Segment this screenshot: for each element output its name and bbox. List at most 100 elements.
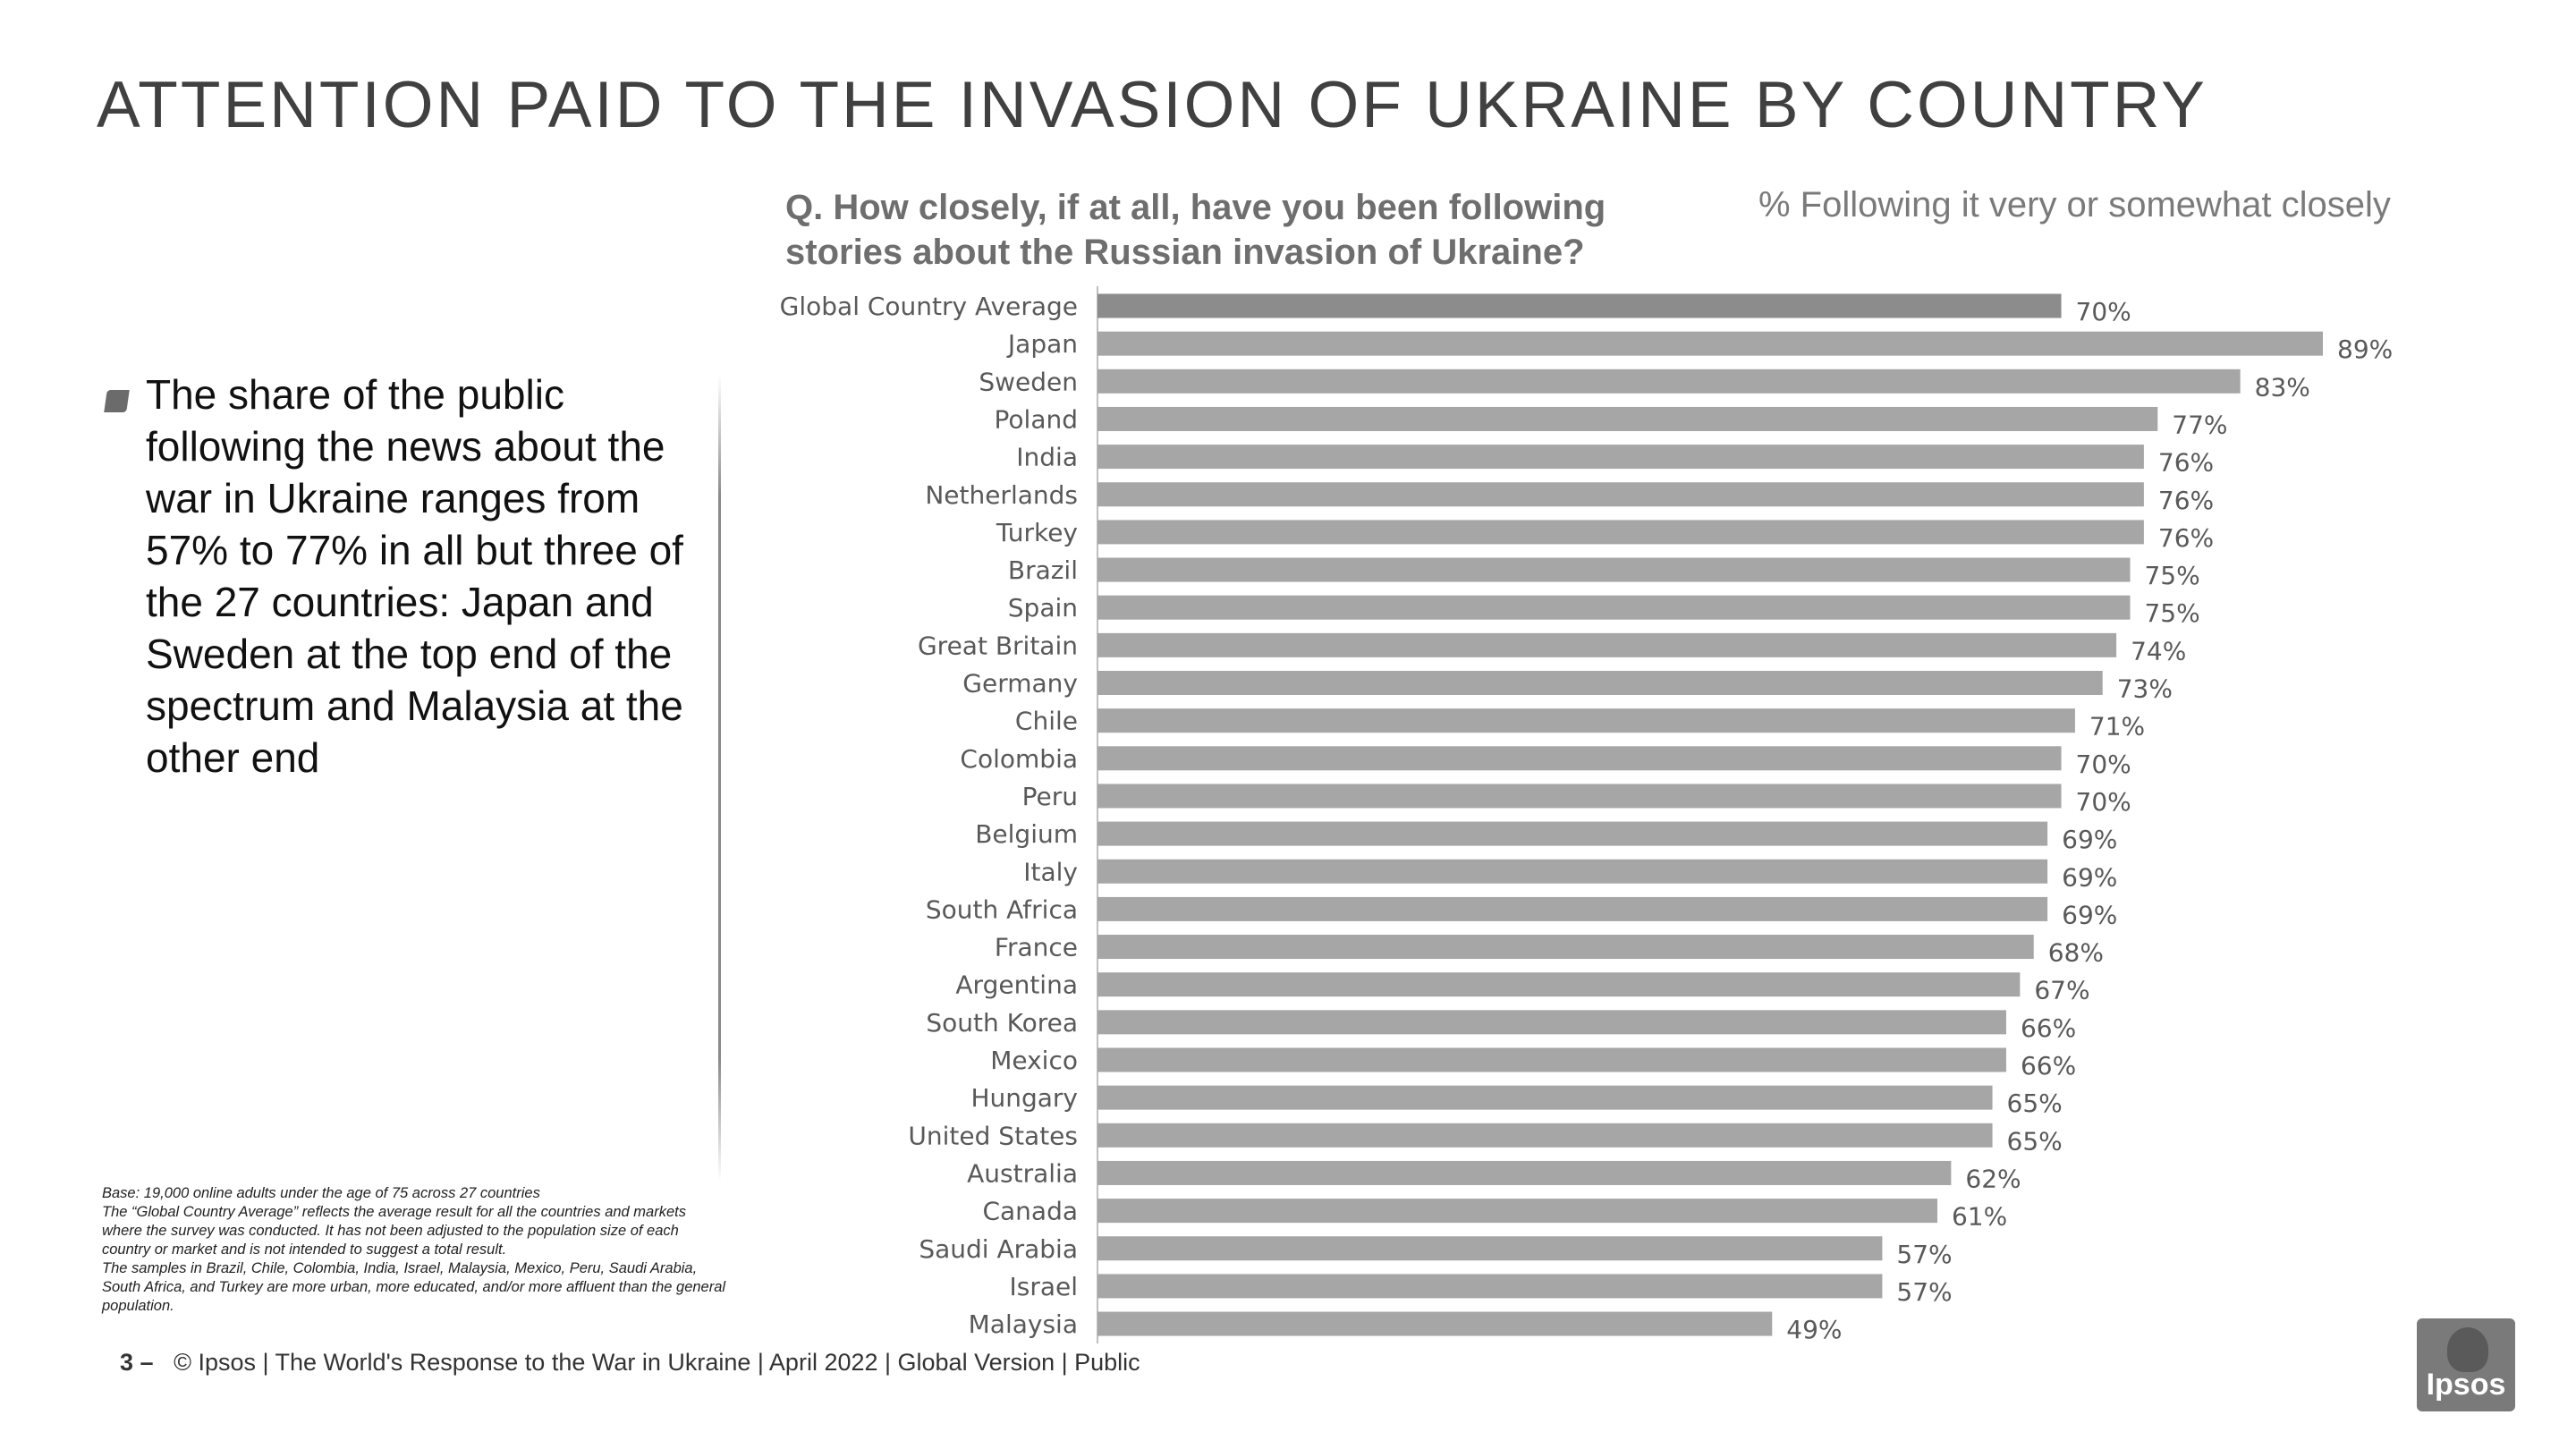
bar [1097, 595, 2131, 620]
value-label: 76% [2158, 523, 2214, 553]
footer-text: © Ipsos | The World's Response to the Wa… [174, 1349, 1140, 1376]
bar [1097, 1047, 2006, 1072]
page-title: ATTENTION PAID TO THE INVASION OF UKRAIN… [97, 69, 2207, 141]
category-label: South Africa [926, 894, 1078, 924]
bar [1097, 671, 2103, 695]
value-label: 65% [2007, 1126, 2063, 1156]
value-label: 66% [2021, 1013, 2076, 1043]
bar [1097, 935, 2034, 960]
bar [1097, 1274, 1883, 1299]
logo-globe-icon [2447, 1327, 2488, 1372]
footnote: Base: 19,000 online adults under the age… [102, 1184, 728, 1316]
category-label: Mexico [990, 1046, 1078, 1075]
value-label: 73% [2117, 674, 2173, 704]
value-label: 83% [2255, 372, 2310, 402]
bar [1097, 369, 2241, 394]
category-label: Poland [995, 404, 1078, 434]
bar [1097, 1311, 1773, 1336]
value-label: 71% [2089, 712, 2145, 741]
value-label: 75% [2144, 598, 2199, 628]
bar [1097, 746, 2062, 771]
bar [1097, 445, 2144, 470]
logo-wordmark: Ipsos [2426, 1368, 2506, 1402]
value-label: 76% [2158, 486, 2214, 515]
bar [1097, 821, 2048, 846]
bar [1097, 1199, 1937, 1224]
bar [1097, 293, 2062, 318]
category-label: Italy [1023, 857, 1078, 886]
category-label: Spain [1008, 593, 1078, 623]
value-label: 77% [2172, 410, 2227, 439]
footnote-average: The “Global Country Average” reflects th… [102, 1204, 686, 1258]
category-label: Chile [1015, 707, 1078, 736]
bar [1097, 632, 2117, 657]
bar [1097, 784, 2062, 809]
footnote-samples: The samples in Brazil, Chile, Colombia, … [102, 1260, 726, 1314]
bar [1097, 331, 2323, 356]
value-label: 69% [2062, 862, 2117, 892]
value-label: 67% [2034, 976, 2089, 1005]
bar [1097, 1085, 1993, 1110]
category-label: South Korea [926, 1008, 1078, 1038]
value-label: 70% [2076, 750, 2131, 779]
bar [1097, 406, 2158, 431]
page-number: 3 – [120, 1349, 154, 1376]
category-label: Sweden [979, 367, 1078, 396]
bar [1097, 972, 2021, 997]
category-label: Belgium [975, 819, 1078, 849]
category-label: Hungary [970, 1083, 1078, 1113]
value-label: 75% [2144, 561, 2199, 590]
category-label: Israel [1009, 1272, 1078, 1301]
category-label: Canada [982, 1197, 1078, 1226]
value-label: 49% [1786, 1315, 1842, 1344]
footer: 3 – © Ipsos | The World's Response to th… [120, 1349, 1140, 1377]
value-label: 57% [1896, 1277, 1952, 1307]
bar [1097, 859, 2048, 884]
bar [1097, 1123, 1993, 1148]
value-label: 65% [2007, 1089, 2063, 1118]
footnote-base: Base: 19,000 online adults under the age… [102, 1185, 540, 1201]
bar [1097, 557, 2131, 582]
bar [1097, 520, 2144, 545]
category-label: India [1016, 443, 1078, 472]
bar [1097, 1236, 1883, 1261]
value-label: 70% [2076, 297, 2131, 326]
category-label: Germany [962, 669, 1078, 699]
category-label: France [995, 933, 1078, 962]
value-label: 66% [2021, 1051, 2076, 1080]
bar [1097, 708, 2075, 733]
category-label: Malaysia [969, 1309, 1078, 1339]
divider [718, 376, 721, 1181]
category-label: Turkey [996, 518, 1078, 547]
category-label: Japan [1006, 329, 1078, 359]
ipsos-logo: Ipsos [2417, 1318, 2515, 1411]
value-label: 89% [2337, 335, 2393, 364]
category-label: United States [908, 1121, 1078, 1150]
value-label: 61% [1952, 1202, 2007, 1232]
category-label: Argentina [955, 970, 1078, 1000]
value-label: 74% [2131, 636, 2186, 665]
bar [1097, 1010, 2006, 1035]
value-label: 62% [1965, 1164, 2021, 1193]
category-label: Great Britain [918, 631, 1078, 660]
category-label: Netherlands [925, 480, 1078, 510]
value-label: 69% [2062, 825, 2117, 854]
category-label: Australia [967, 1158, 1078, 1188]
category-label: Brazil [1008, 555, 1078, 585]
value-label: 68% [2048, 938, 2104, 968]
bar [1097, 482, 2144, 507]
key-finding-text: The share of the public following the ne… [146, 371, 683, 781]
category-label: Colombia [960, 744, 1078, 774]
measure-label: % Following it very or somewhat closely [1758, 185, 2391, 225]
category-label: Global Country Average [780, 292, 1078, 321]
bar [1097, 896, 2048, 921]
category-label: Peru [1022, 782, 1078, 811]
value-label: 69% [2062, 900, 2117, 929]
value-label: 76% [2158, 448, 2214, 478]
value-label: 70% [2076, 787, 2131, 817]
survey-question: Q. How closely, if at all, have you been… [785, 188, 1606, 272]
category-label: Saudi Arabia [919, 1234, 1078, 1264]
bar [1097, 1160, 1952, 1185]
value-label: 57% [1896, 1240, 1952, 1269]
